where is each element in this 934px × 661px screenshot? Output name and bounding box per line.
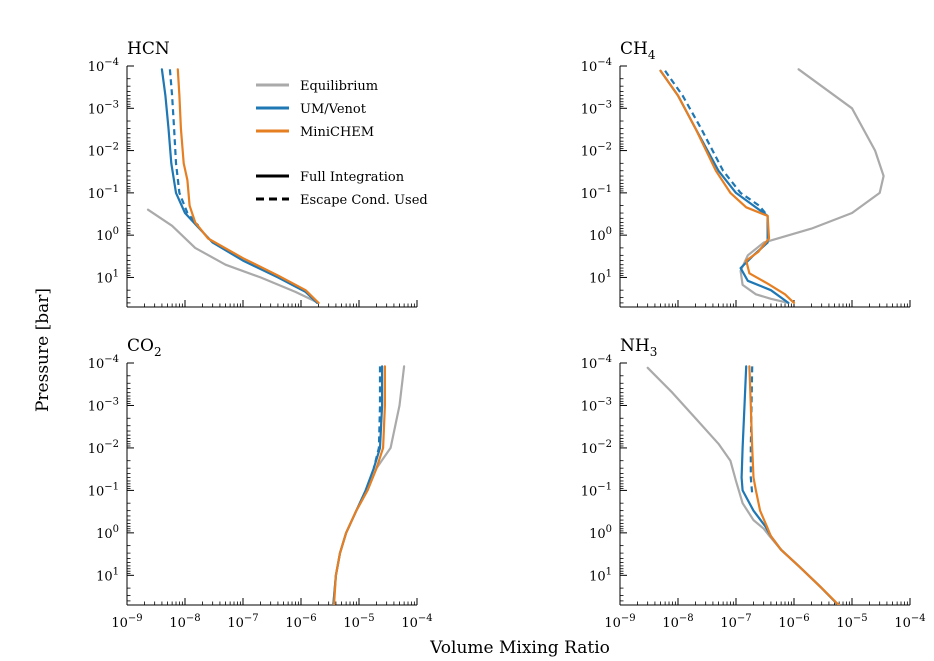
legend-label: Full Integration xyxy=(300,170,405,185)
legend-label: UM/Venot xyxy=(300,102,367,117)
x-tick-label: 10−4 xyxy=(401,613,432,631)
y-tick-label: 10−1 xyxy=(581,481,612,499)
series-equilibrium-line xyxy=(739,68,885,304)
y-tick-label: 101 xyxy=(589,566,612,584)
y-tick-label: 10−1 xyxy=(88,184,119,202)
y-tick-label: 10−2 xyxy=(88,142,119,160)
panel-title: HCN xyxy=(127,39,170,59)
panel-title: CO2 xyxy=(127,336,162,359)
series-um-venot-line xyxy=(659,69,790,304)
y-tick-label: 10−2 xyxy=(581,439,612,457)
x-axis-label: Volume Mixing Ratio xyxy=(429,638,610,658)
y-tick-label: 10−2 xyxy=(581,142,612,160)
y-tick-label: 10−2 xyxy=(88,439,119,457)
panel-title: CH4 xyxy=(620,39,656,62)
legend-label: Escape Cond. Used xyxy=(300,193,428,208)
series-um-venot-dashed-line xyxy=(168,69,200,227)
y-tick-label: 100 xyxy=(589,524,612,542)
y-tick-label: 10−4 xyxy=(581,57,612,75)
y-tick-label: 10−4 xyxy=(88,57,119,75)
y-tick-label: 10−3 xyxy=(88,99,119,117)
series-minichem-line xyxy=(748,365,840,605)
series-equilibrium-line xyxy=(146,208,320,304)
y-tick-label: 10−3 xyxy=(581,99,612,117)
y-tick-label: 101 xyxy=(96,268,119,286)
panel-co2: 10−4 10−3 10−2 10−1 100 101 10−9 10−8 10−7 10−6 10… xyxy=(88,336,433,631)
x-tick-label: 10−5 xyxy=(343,613,374,631)
series-um-venot-line xyxy=(332,365,384,605)
y-axis-label: Pressure [bar] xyxy=(33,288,53,412)
series-um-venot-dashed-line xyxy=(372,366,382,469)
series-um-venot-dashed-line xyxy=(749,366,754,494)
y-tick-label: 100 xyxy=(589,226,612,244)
y-tick-label: 10−4 xyxy=(88,354,119,372)
x-tick-label: 10−7 xyxy=(720,613,751,631)
panel-nh3: 10−4 10−3 10−2 10−1 100 101 10−9 10−8 10−7 10−6 10… xyxy=(581,336,926,631)
series-minichem-line xyxy=(659,69,796,304)
legend: Equilibrium UM/Venot MiniCHEM Full Integrat… xyxy=(256,79,428,208)
series-minichem-line xyxy=(176,68,320,304)
y-tick-label: 101 xyxy=(589,268,612,286)
series-um-venot-line xyxy=(160,68,319,304)
x-tick-label: 10−7 xyxy=(227,613,258,631)
x-tick-label: 10−8 xyxy=(169,613,200,631)
panel-ch4: 10−4 10−3 10−2 10−1 100 101 CH4 xyxy=(581,39,911,308)
y-tick-label: 100 xyxy=(96,226,119,244)
x-tick-label: 10−4 xyxy=(894,613,925,631)
x-tick-label: 10−9 xyxy=(111,613,142,631)
panel-title: NH3 xyxy=(620,336,657,359)
y-tick-label: 101 xyxy=(96,566,119,584)
y-tick-label: 10−3 xyxy=(88,396,119,414)
legend-label: MiniCHEM xyxy=(300,125,374,140)
legend-label: Equilibrium xyxy=(300,79,378,94)
x-tick-label: 10−6 xyxy=(778,613,809,631)
series-minichem-line xyxy=(332,365,386,605)
y-tick-label: 10−1 xyxy=(581,184,612,202)
y-tick-label: 10−1 xyxy=(88,481,119,499)
panel-hcn: 10−4 10−3 10−2 10−1 100 101 HCN xyxy=(88,39,418,308)
x-tick-label: 10−9 xyxy=(604,613,635,631)
x-tick-label: 10−6 xyxy=(285,613,316,631)
x-tick-label: 10−8 xyxy=(662,613,693,631)
y-tick-label: 10−3 xyxy=(581,396,612,414)
x-tick-label: 10−5 xyxy=(836,613,867,631)
y-tick-label: 10−4 xyxy=(581,354,612,372)
y-tick-label: 100 xyxy=(96,524,119,542)
series-um-venot-dashed-line xyxy=(664,70,769,217)
